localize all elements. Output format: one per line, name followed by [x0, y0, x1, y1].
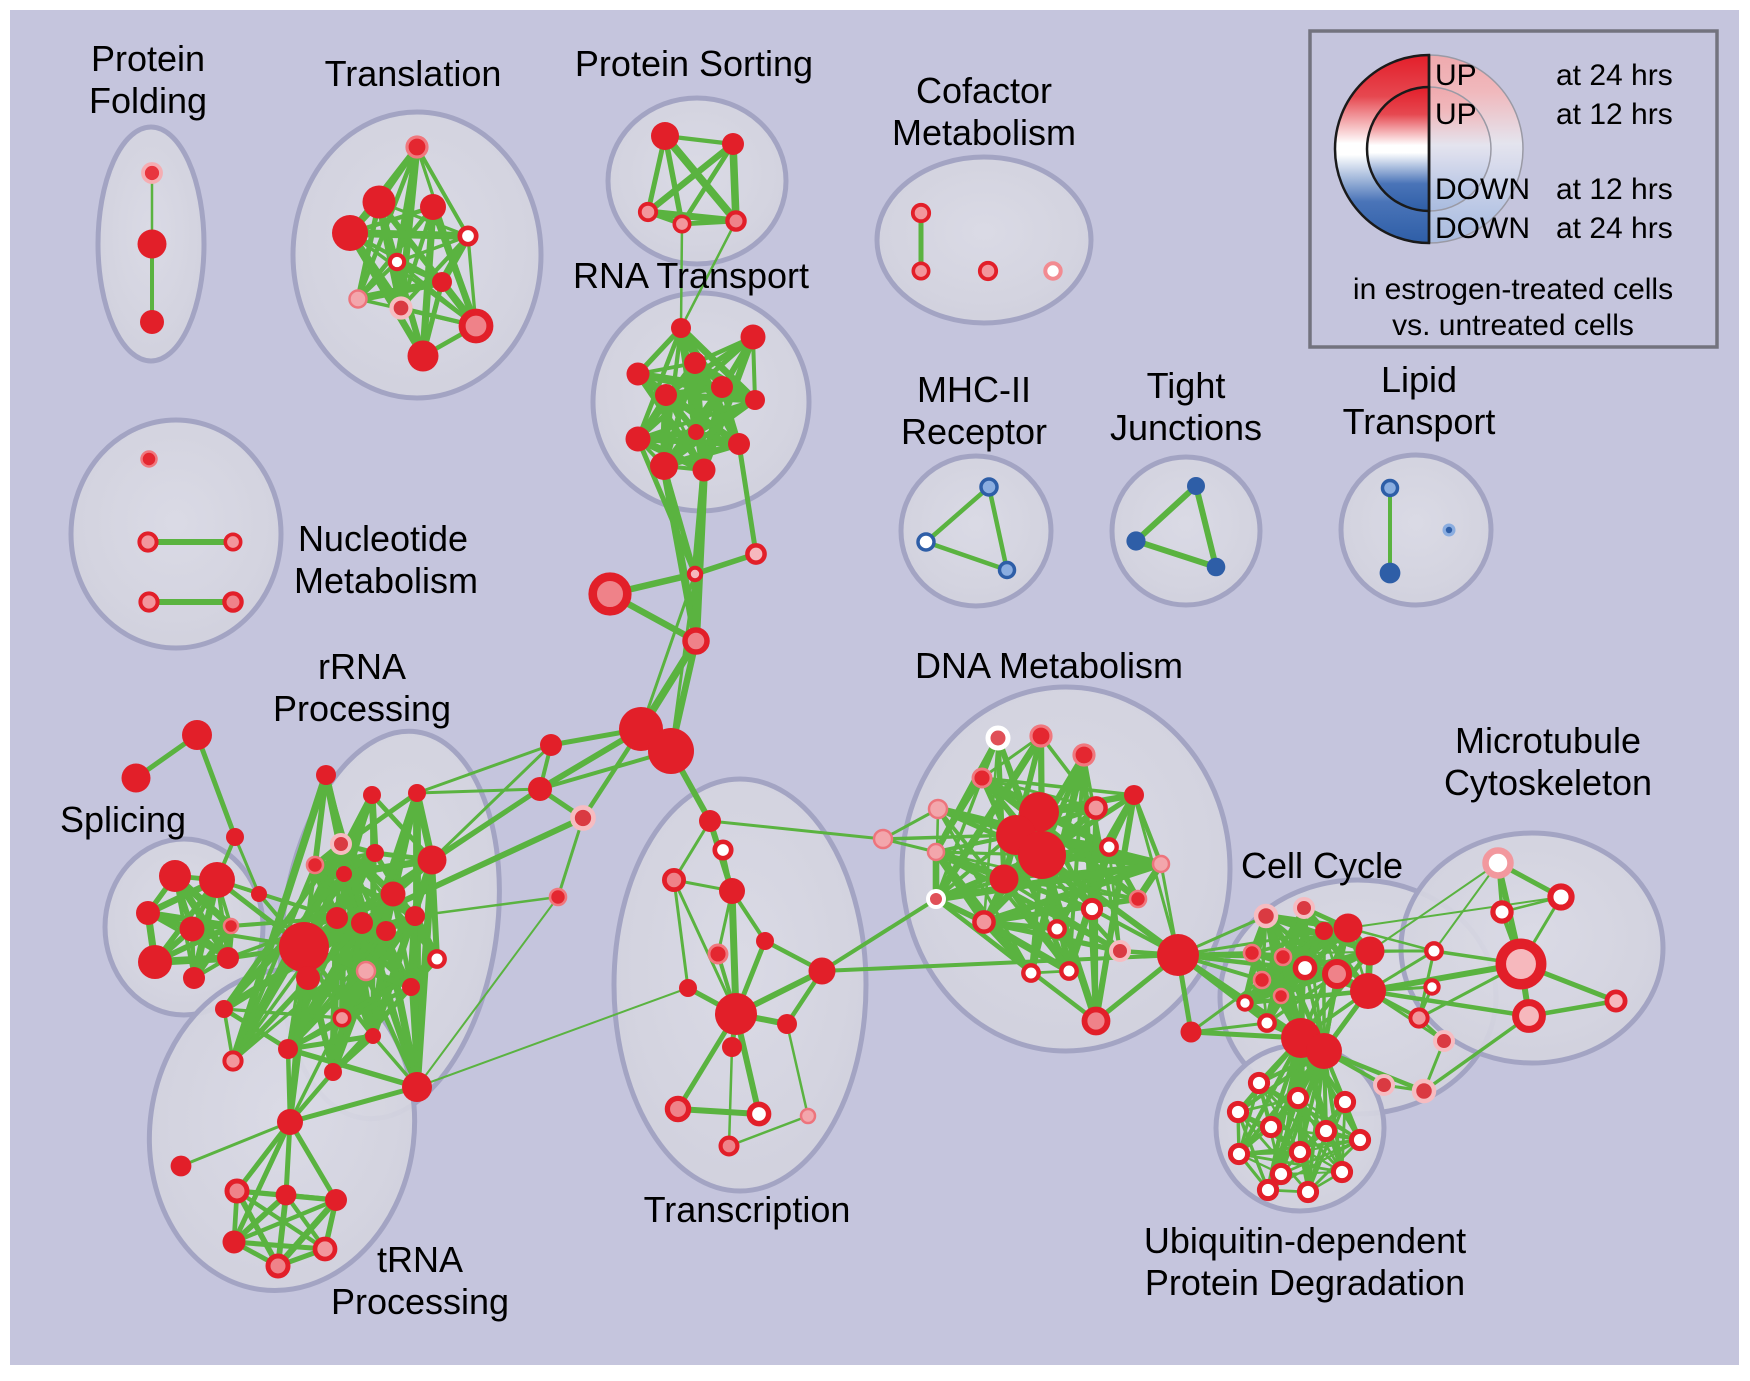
svg-text:in estrogen-treated cells: in estrogen-treated cells	[1353, 273, 1673, 306]
svg-text:UP: UP	[1435, 59, 1477, 92]
svg-text:MHC-II: MHC-II	[917, 369, 1031, 410]
svg-text:DOWN: DOWN	[1435, 173, 1530, 206]
svg-text:rRNA: rRNA	[318, 646, 406, 687]
svg-text:UP: UP	[1435, 98, 1477, 131]
svg-text:Microtubule: Microtubule	[1455, 720, 1641, 761]
svg-text:Tight: Tight	[1147, 365, 1226, 406]
svg-text:Transcription: Transcription	[644, 1189, 851, 1230]
svg-text:Metabolism: Metabolism	[892, 112, 1076, 153]
svg-text:Splicing: Splicing	[60, 799, 186, 840]
svg-text:DOWN: DOWN	[1435, 212, 1530, 245]
svg-text:at 24 hrs: at 24 hrs	[1556, 212, 1673, 245]
svg-text:Processing: Processing	[273, 688, 451, 729]
svg-text:Transport: Transport	[1343, 401, 1496, 442]
svg-text:at 24 hrs: at 24 hrs	[1556, 59, 1673, 92]
svg-text:Protein: Protein	[91, 38, 205, 79]
svg-text:Protein Sorting: Protein Sorting	[575, 43, 813, 84]
svg-text:Ubiquitin-dependent: Ubiquitin-dependent	[1144, 1220, 1466, 1261]
svg-text:Translation: Translation	[325, 53, 502, 94]
svg-text:at 12 hrs: at 12 hrs	[1556, 173, 1673, 206]
svg-text:Cytoskeleton: Cytoskeleton	[1444, 762, 1652, 803]
svg-text:Receptor: Receptor	[901, 411, 1047, 452]
svg-text:vs. untreated cells: vs. untreated cells	[1392, 309, 1634, 342]
svg-text:Protein Degradation: Protein Degradation	[1145, 1262, 1465, 1303]
svg-text:Nucleotide: Nucleotide	[298, 518, 468, 559]
svg-text:Junctions: Junctions	[1110, 407, 1262, 448]
svg-text:RNA Transport: RNA Transport	[573, 255, 809, 296]
svg-text:Cell Cycle: Cell Cycle	[1241, 845, 1403, 886]
svg-text:Folding: Folding	[89, 80, 207, 121]
svg-text:Processing: Processing	[331, 1281, 509, 1322]
svg-text:Lipid: Lipid	[1381, 359, 1457, 400]
svg-text:Metabolism: Metabolism	[294, 560, 478, 601]
svg-text:Cofactor: Cofactor	[916, 70, 1052, 111]
svg-text:tRNA: tRNA	[377, 1239, 463, 1280]
svg-text:at 12 hrs: at 12 hrs	[1556, 98, 1673, 131]
svg-text:DNA Metabolism: DNA Metabolism	[915, 645, 1183, 686]
